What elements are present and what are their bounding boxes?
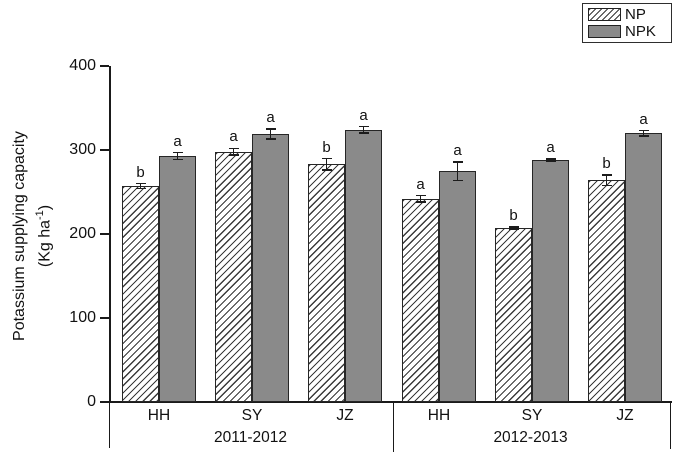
sig-letter-np-jz-2011-2012: b <box>322 138 331 156</box>
sig-letter-npk-hh-2011-2012: a <box>173 132 182 150</box>
bar-npk-jz-2011-2012 <box>345 129 382 402</box>
errorbar-np-hh-2011-2012 <box>135 182 146 190</box>
sig-letter-np-jz-2012-2013: b <box>602 155 611 173</box>
bar-np-sy-2012-2013 <box>495 228 532 402</box>
y-axis-title-line1: Potassium supplying capacity <box>11 131 28 341</box>
band-left-border <box>108 402 111 448</box>
y-tick-mark-300 <box>100 149 109 151</box>
y-tick-label-200: 200 <box>69 225 96 242</box>
bar-np-jz-2012-2013 <box>588 180 625 402</box>
y-tick-mark-200 <box>100 233 109 235</box>
band-right-border <box>669 402 672 449</box>
errorbar-npk-jz-2011-2012 <box>358 125 369 135</box>
bar-npk-sy-2011-2012 <box>252 134 289 402</box>
group-label-jz-2011-2012: JZ <box>336 407 354 424</box>
bar-npk-hh-2011-2012 <box>159 155 196 402</box>
legend-label-np: NP <box>625 6 646 24</box>
np-hatched-swatch-icon <box>588 8 621 22</box>
year-label-2011-2012: 2011-2012 <box>214 429 287 446</box>
errorbar-np-jz-2012-2013 <box>601 174 612 187</box>
y-axis-title: Potassium supplying capacity (Kg ha-1) <box>10 66 53 406</box>
y-axis-line <box>108 66 111 402</box>
sig-letter-np-hh-2012-2013: a <box>416 175 425 193</box>
sig-letter-npk-jz-2012-2013: a <box>639 110 648 128</box>
y-tick-mark-100 <box>100 317 109 319</box>
bar-np-sy-2011-2012 <box>215 151 252 402</box>
group-label-hh-2012-2013: HH <box>427 407 451 424</box>
sig-letter-np-sy-2012-2013: b <box>509 207 518 225</box>
bar-np-hh-2012-2013 <box>402 198 439 402</box>
legend-row-npk: NPK <box>588 24 668 39</box>
bar-np-jz-2011-2012 <box>308 164 345 402</box>
group-label-hh-2011-2012: HH <box>147 407 171 424</box>
group-label-jz-2012-2013: JZ <box>616 407 634 424</box>
legend: NP NPK <box>582 3 672 43</box>
errorbar-np-sy-2011-2012 <box>228 147 239 156</box>
x-axis-line <box>108 400 672 403</box>
bar-npk-hh-2012-2013 <box>439 171 476 402</box>
errorbar-np-jz-2011-2012 <box>321 157 332 171</box>
y-tick-label-100: 100 <box>69 309 96 326</box>
sig-letter-np-hh-2011-2012: b <box>136 163 145 181</box>
bar-np-hh-2011-2012 <box>122 186 159 402</box>
errorbar-npk-sy-2012-2013 <box>545 158 556 162</box>
y-tick-label-400: 400 <box>69 57 96 74</box>
sig-letter-npk-sy-2012-2013: a <box>546 139 555 157</box>
errorbar-npk-hh-2011-2012 <box>172 151 183 161</box>
y-tick-label-0: 0 <box>87 393 96 410</box>
sig-letter-npk-jz-2011-2012: a <box>359 106 368 124</box>
legend-label-npk: NPK <box>625 22 656 40</box>
bar-npk-sy-2012-2013 <box>532 160 569 402</box>
errorbar-npk-hh-2012-2013 <box>452 160 463 182</box>
sig-letter-npk-sy-2011-2012: a <box>266 109 275 127</box>
year-label-2012-2013: 2012-2013 <box>493 429 568 446</box>
bar-npk-jz-2012-2013 <box>625 133 662 402</box>
band-year-divider <box>392 402 395 452</box>
group-label-sy-2011-2012: SY <box>241 407 263 424</box>
sig-letter-np-sy-2011-2012: a <box>229 128 238 146</box>
y-tick-mark-400 <box>100 65 109 67</box>
errorbar-npk-jz-2012-2013 <box>638 129 649 137</box>
npk-solid-swatch-icon <box>588 24 621 38</box>
errorbar-np-hh-2012-2013 <box>415 194 426 203</box>
legend-row-np: NP <box>588 7 668 22</box>
y-axis-title-units: (Kg ha-1) <box>34 204 54 268</box>
plot-area: b a b a b b a a a a a a <box>110 66 670 402</box>
y-tick-mark-0 <box>100 401 109 403</box>
x-axis-band: 2011-2012 2012-2013 HH SY JZ HH SY JZ <box>108 402 672 452</box>
errorbar-npk-sy-2011-2012 <box>265 128 276 140</box>
group-label-sy-2012-2013: SY <box>521 407 543 424</box>
sig-letter-npk-hh-2012-2013: a <box>453 141 462 159</box>
errorbar-np-sy-2012-2013 <box>508 226 519 230</box>
y-tick-label-300: 300 <box>69 141 96 158</box>
